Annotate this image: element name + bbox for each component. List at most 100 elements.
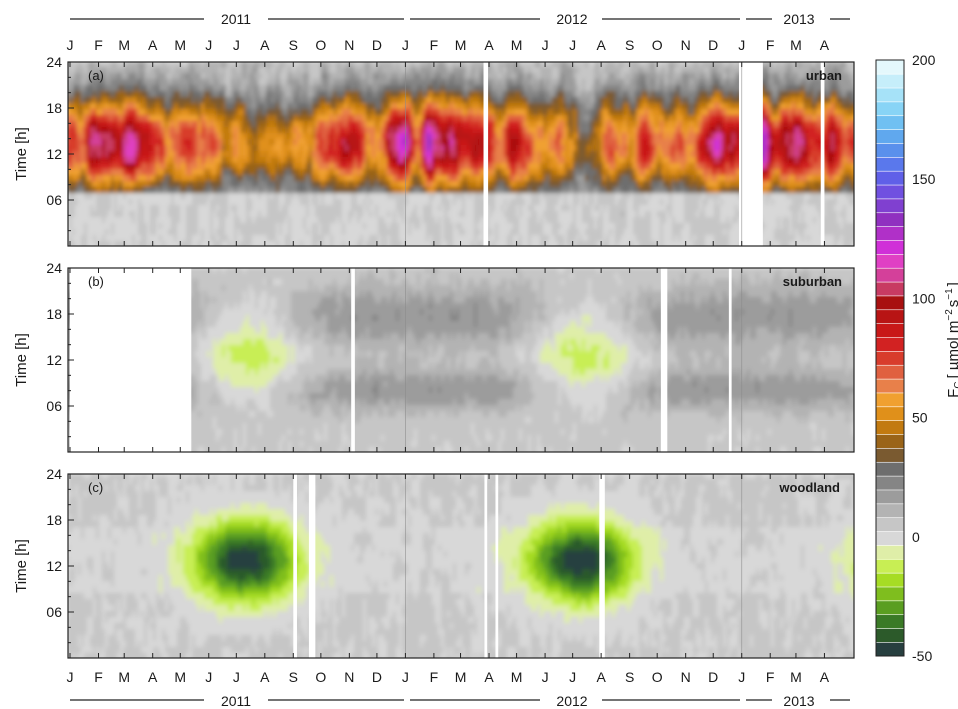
flux-cell [492, 169, 497, 177]
flux-cell [411, 145, 416, 153]
flux-cell [465, 139, 470, 147]
flux-cell [477, 133, 482, 141]
flux-cell [171, 223, 176, 231]
flux-cell [138, 115, 143, 123]
flux-cell [288, 223, 293, 231]
flux-cell [513, 187, 518, 195]
flux-cell [477, 247, 482, 255]
flux-cell [303, 235, 308, 243]
flux-cell [435, 133, 440, 141]
flux-cell [384, 205, 389, 213]
flux-cell [129, 247, 134, 255]
flux-cell [390, 151, 395, 159]
flux-cell [471, 97, 476, 105]
flux-cell [321, 175, 326, 183]
flux-cell [243, 109, 248, 117]
flux-cell [276, 133, 281, 141]
flux-cell [231, 193, 236, 201]
flux-cell [435, 91, 440, 99]
flux-cell [396, 247, 401, 255]
flux-cell [231, 169, 236, 177]
flux-cell [426, 139, 431, 147]
flux-cell [222, 133, 227, 141]
flux-cell [351, 62, 356, 69]
flux-cell [309, 169, 314, 177]
flux-cell [324, 73, 329, 81]
flux-cell [393, 91, 398, 99]
flux-cell [270, 229, 275, 237]
flux-cell [411, 62, 416, 69]
flux-cell [99, 211, 104, 219]
flux-cell [507, 85, 512, 93]
flux-cell [399, 181, 404, 189]
flux-cell [315, 247, 320, 255]
flux-cell [441, 247, 446, 255]
flux-cell [459, 127, 464, 135]
flux-cell [234, 199, 239, 207]
flux-cell [84, 193, 89, 201]
flux-cell [360, 181, 365, 189]
flux-cell [342, 62, 347, 69]
flux-cell [219, 79, 224, 87]
flux-cell [156, 115, 161, 123]
flux-cell [144, 133, 149, 141]
flux-cell [381, 85, 386, 93]
flux-cell [393, 163, 398, 171]
flux-cell [228, 211, 233, 219]
flux-cell [513, 67, 518, 75]
flux-cell [504, 62, 509, 69]
flux-cell [519, 139, 524, 147]
flux-cell [342, 217, 347, 225]
flux-cell [168, 169, 173, 177]
flux-cell [417, 121, 422, 129]
flux-cell [246, 169, 251, 177]
flux-cell [111, 163, 116, 171]
flux-cell [159, 127, 164, 135]
flux-cell [270, 109, 275, 117]
flux-cell [270, 247, 275, 255]
flux-cell [441, 181, 446, 189]
flux-cell [366, 205, 371, 213]
flux-cell [495, 211, 500, 219]
flux-cell [477, 217, 482, 225]
flux-cell [105, 73, 110, 81]
flux-cell [330, 175, 335, 183]
flux-cell [174, 241, 179, 246]
flux-cell [303, 91, 308, 99]
flux-cell [417, 115, 422, 123]
flux-cell [246, 73, 251, 81]
flux-cell [288, 235, 293, 243]
flux-cell [102, 199, 107, 207]
flux-cell [147, 169, 152, 177]
flux-cell [414, 97, 419, 105]
flux-cell [378, 217, 383, 225]
flux-cell [153, 223, 158, 231]
flux-cell [105, 163, 110, 171]
flux-cell [219, 62, 224, 69]
flux-cell [429, 67, 434, 75]
flux-cell [90, 193, 95, 201]
flux-cell [414, 199, 419, 207]
flux-cell [102, 217, 107, 225]
flux-cell [231, 217, 236, 225]
flux-cell [288, 205, 293, 213]
flux-cell [342, 223, 347, 231]
flux-cell [312, 187, 317, 195]
flux-cell [129, 169, 134, 177]
flux-cell [285, 79, 290, 87]
flux-cell [507, 217, 512, 225]
flux-cell [153, 67, 158, 75]
flux-cell [96, 127, 101, 135]
flux-cell [300, 151, 305, 159]
flux-cell [102, 97, 107, 105]
flux-cell [174, 235, 179, 243]
flux-cell [165, 187, 170, 195]
flux-cell [249, 193, 254, 201]
flux-cell [300, 85, 305, 93]
flux-cell [390, 103, 395, 111]
flux-cell [414, 73, 419, 81]
flux-cell [480, 73, 485, 81]
flux-cell [474, 79, 479, 87]
flux-cell [408, 157, 413, 165]
flux-cell [276, 115, 281, 123]
